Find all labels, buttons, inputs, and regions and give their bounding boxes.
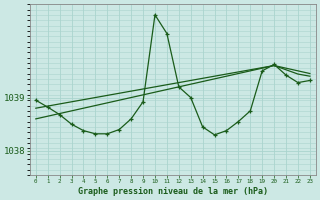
X-axis label: Graphe pression niveau de la mer (hPa): Graphe pression niveau de la mer (hPa): [78, 187, 268, 196]
